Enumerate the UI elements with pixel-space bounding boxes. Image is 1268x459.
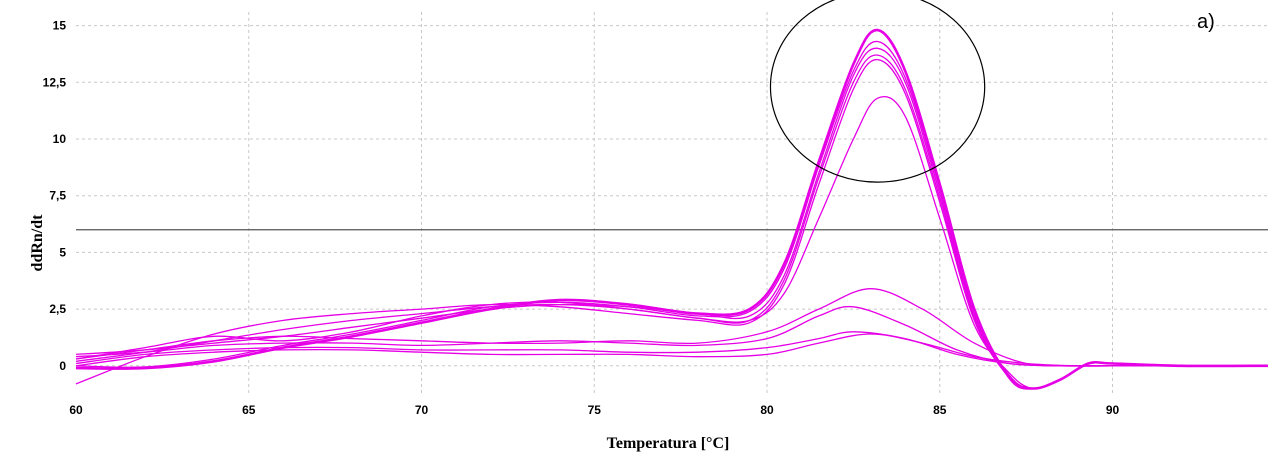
series-line-1 [75, 28, 1268, 390]
series-line-2 [75, 40, 1268, 390]
series-line-6 [75, 95, 1268, 390]
x-tick-label: 75 [588, 403, 602, 417]
gridlines [76, 12, 1268, 393]
series-line-9 [75, 331, 1268, 367]
peak-annotation-circle [769, 0, 986, 183]
series-line-10 [75, 333, 1268, 367]
x-axis-ticks: 60 65 70 75 80 85 90 [69, 403, 1119, 417]
y-tick-label: 0 [59, 359, 66, 373]
y-axis-ticks: 0 2,5 5 7,5 10 12,5 15 [43, 19, 67, 373]
x-tick-label: 85 [933, 403, 947, 417]
series-group [75, 28, 1268, 390]
y-tick-label: 2,5 [49, 302, 66, 316]
x-tick-label: 90 [1106, 403, 1120, 417]
y-tick-label: 10 [53, 132, 67, 146]
y-tick-label: 5 [59, 245, 66, 259]
x-tick-label: 70 [415, 403, 429, 417]
x-tick-label: 80 [760, 403, 774, 417]
x-tick-label: 65 [242, 403, 256, 417]
y-axis-title: ddRn/dt [29, 214, 46, 272]
x-tick-label: 60 [69, 403, 83, 417]
panel-label: a) [1197, 11, 1215, 33]
y-tick-label: 15 [53, 19, 67, 33]
series-line-4 [75, 54, 1268, 390]
y-tick-label: 7,5 [49, 189, 66, 203]
x-axis-title: Temperatura [°C] [607, 435, 730, 452]
y-tick-label: 12,5 [43, 75, 67, 89]
